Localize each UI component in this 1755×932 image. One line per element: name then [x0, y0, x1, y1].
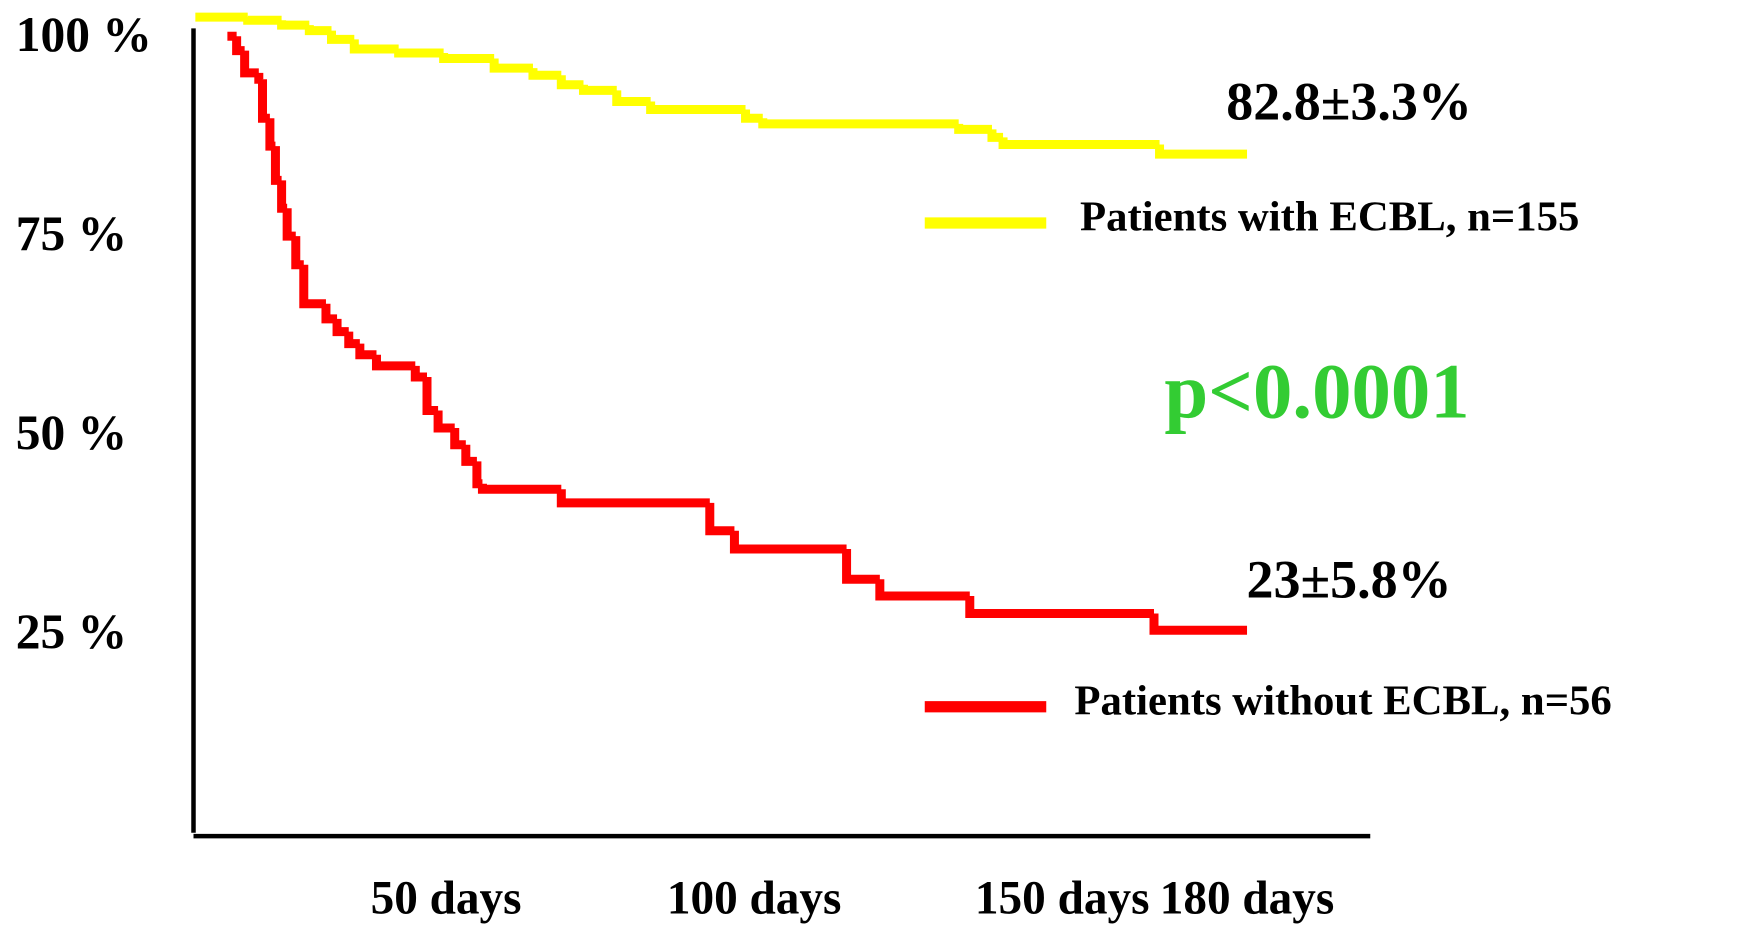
survival-step [528, 68, 562, 80]
y-tick-label: 100 % [16, 7, 152, 62]
survival-step [965, 595, 1155, 619]
survival-step [489, 58, 533, 73]
y-tick-label: 50 % [16, 405, 127, 460]
survival-step [705, 502, 735, 536]
survival-step [422, 377, 439, 415]
x-tick-label: 100 days [667, 872, 842, 924]
p-value: p<0.0001 [1164, 349, 1469, 436]
survival-step [612, 90, 651, 107]
survival-step [321, 303, 338, 324]
survival-step [240, 50, 259, 78]
survival-step [954, 123, 992, 134]
survival-step [327, 30, 355, 44]
survival-step [875, 579, 970, 601]
survival-step [556, 75, 584, 90]
survival-step [355, 343, 377, 360]
survival-step [842, 549, 880, 584]
survival-step [410, 365, 428, 382]
survival-step [556, 489, 710, 508]
survival-step [282, 208, 296, 241]
survival-step [987, 129, 1004, 142]
survival-step [232, 36, 245, 56]
survival-step [450, 427, 466, 450]
x-tick-label: 180 days [1160, 872, 1335, 924]
survival-step [277, 180, 288, 213]
survival-step [349, 39, 399, 54]
survival-step [998, 137, 1160, 150]
y-tick-label: 75 % [16, 206, 127, 261]
y-tick-label: 25 % [16, 604, 127, 659]
survival-step [729, 530, 847, 554]
survival-step [1155, 144, 1248, 159]
survival-step [243, 15, 282, 25]
survival-step [578, 84, 617, 95]
survival-step [291, 236, 304, 270]
annotation: 23±5.8% [1247, 550, 1452, 610]
survival-step [741, 109, 763, 123]
legend-label: Patients with ECBL, n=155 [1080, 194, 1579, 241]
legend-label: Patients without ECBL, n=56 [1074, 677, 1611, 724]
survival-step [270, 146, 282, 185]
survival-step [439, 52, 495, 64]
survival-step [433, 410, 455, 433]
survival-step [461, 444, 477, 466]
survival-step [258, 79, 270, 123]
annotation: 82.8±3.3% [1226, 72, 1472, 132]
survival-step [477, 483, 562, 494]
survival-step [304, 25, 332, 36]
survival-step [394, 48, 444, 58]
survival-step [299, 264, 326, 309]
survival-step [277, 20, 310, 30]
x-tick-label: 50 days [371, 872, 522, 924]
survival-step [265, 118, 276, 151]
survival-step [371, 354, 416, 371]
survival-step [344, 331, 360, 349]
survival-step [332, 318, 349, 337]
survival-step [758, 118, 959, 129]
survival-step [1149, 613, 1248, 635]
survival-step [472, 461, 483, 489]
x-tick-label: 150 days [975, 872, 1150, 924]
survival-step [646, 101, 746, 114]
survival-step [254, 72, 264, 84]
